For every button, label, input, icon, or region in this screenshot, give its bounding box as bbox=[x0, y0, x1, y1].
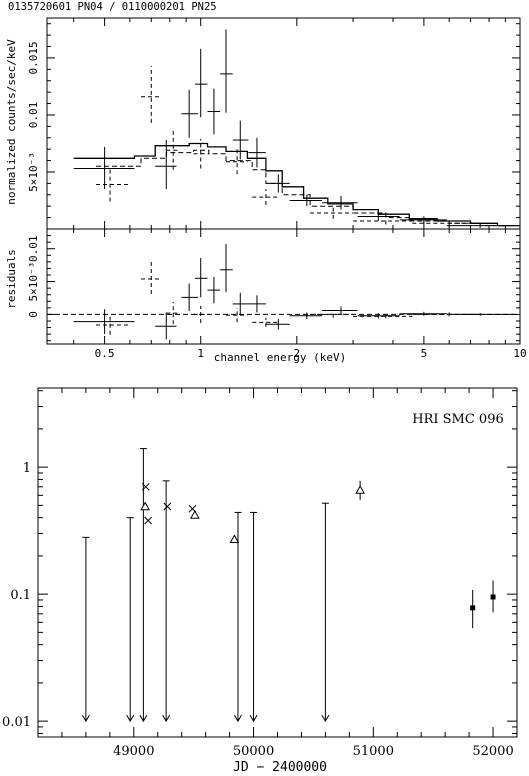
x-tick-label: 10 bbox=[513, 347, 526, 360]
model-curve-solid bbox=[73, 142, 520, 227]
lightcurve-panel: 0.01 0.1 1 49000 50000 51000 52000 bbox=[2, 387, 518, 759]
filled-marker bbox=[490, 594, 496, 600]
x-tick-label: 5 bbox=[421, 347, 428, 360]
residuals-frame bbox=[46, 228, 521, 345]
residuals-panel: 0 5×10⁻³0.01 0.5 1 2 5 10 bbox=[27, 228, 527, 360]
spectrum-frame bbox=[46, 17, 521, 230]
spectrum-panel: 5×10⁻³ 0.01 0.015 bbox=[27, 17, 521, 230]
filled-marker bbox=[470, 605, 476, 611]
spectrum-y-tick-label: 0.01 bbox=[27, 102, 40, 129]
residuals-x-axis-label: channel energy (keV) bbox=[214, 351, 346, 364]
cross-marker bbox=[163, 502, 172, 511]
cross-marker bbox=[141, 482, 150, 491]
residuals-y-tick-label: 0 bbox=[27, 311, 40, 318]
cross-marker bbox=[144, 516, 153, 525]
residuals-y-tick-label: 5×10⁻³ bbox=[27, 262, 40, 302]
upper-limit-arrow bbox=[321, 714, 330, 723]
x-tick-label: 2 bbox=[294, 347, 301, 360]
observation-label: 0135720601 PN04 / 0110000201 PN25 bbox=[8, 1, 217, 13]
residuals-y-axis-label: residuals bbox=[5, 249, 18, 309]
lightcurve-y-tick-label: 1 bbox=[23, 461, 31, 476]
lightcurve-x-tick-label: 51000 bbox=[353, 744, 394, 759]
lightcurve-title: HRI SMC 096 bbox=[412, 412, 504, 427]
lightcurve-x-tick-label: 52000 bbox=[472, 744, 513, 759]
lightcurve-y-tick-label: 0.1 bbox=[10, 588, 31, 603]
spectrum-y-axis-label: normalized counts/sec/keV bbox=[5, 39, 18, 205]
lightcurve-x-axis-label: JD − 2400000 bbox=[233, 760, 327, 775]
spectrum-y-tick-label: 5×10⁻³ bbox=[27, 152, 40, 192]
lightcurve-x-tick-label: 49000 bbox=[113, 744, 154, 759]
upper-limit-arrow bbox=[249, 714, 258, 723]
lightcurve-y-tick-label: 0.01 bbox=[2, 715, 31, 730]
upper-limit-arrow bbox=[81, 714, 90, 723]
upper-limit-arrow bbox=[126, 714, 135, 723]
triangle-marker bbox=[355, 485, 365, 494]
x-tick-label: 1 bbox=[197, 347, 204, 360]
spectrum-y-tick-label: 0.015 bbox=[27, 41, 40, 74]
lightcurve-x-tick-label: 50000 bbox=[233, 744, 274, 759]
model-curve-dashed bbox=[96, 149, 520, 227]
upper-limit-arrow bbox=[234, 714, 242, 723]
triangle-marker bbox=[229, 534, 240, 544]
upper-limit-arrow bbox=[139, 714, 148, 723]
triangle-marker bbox=[140, 501, 151, 511]
lightcurve-frame bbox=[37, 387, 518, 738]
upper-limit-arrow bbox=[162, 714, 171, 723]
residuals-y-tick-label: 0.01 bbox=[27, 235, 40, 262]
x-tick-label: 0.5 bbox=[95, 347, 115, 360]
triangle-marker bbox=[190, 509, 200, 519]
